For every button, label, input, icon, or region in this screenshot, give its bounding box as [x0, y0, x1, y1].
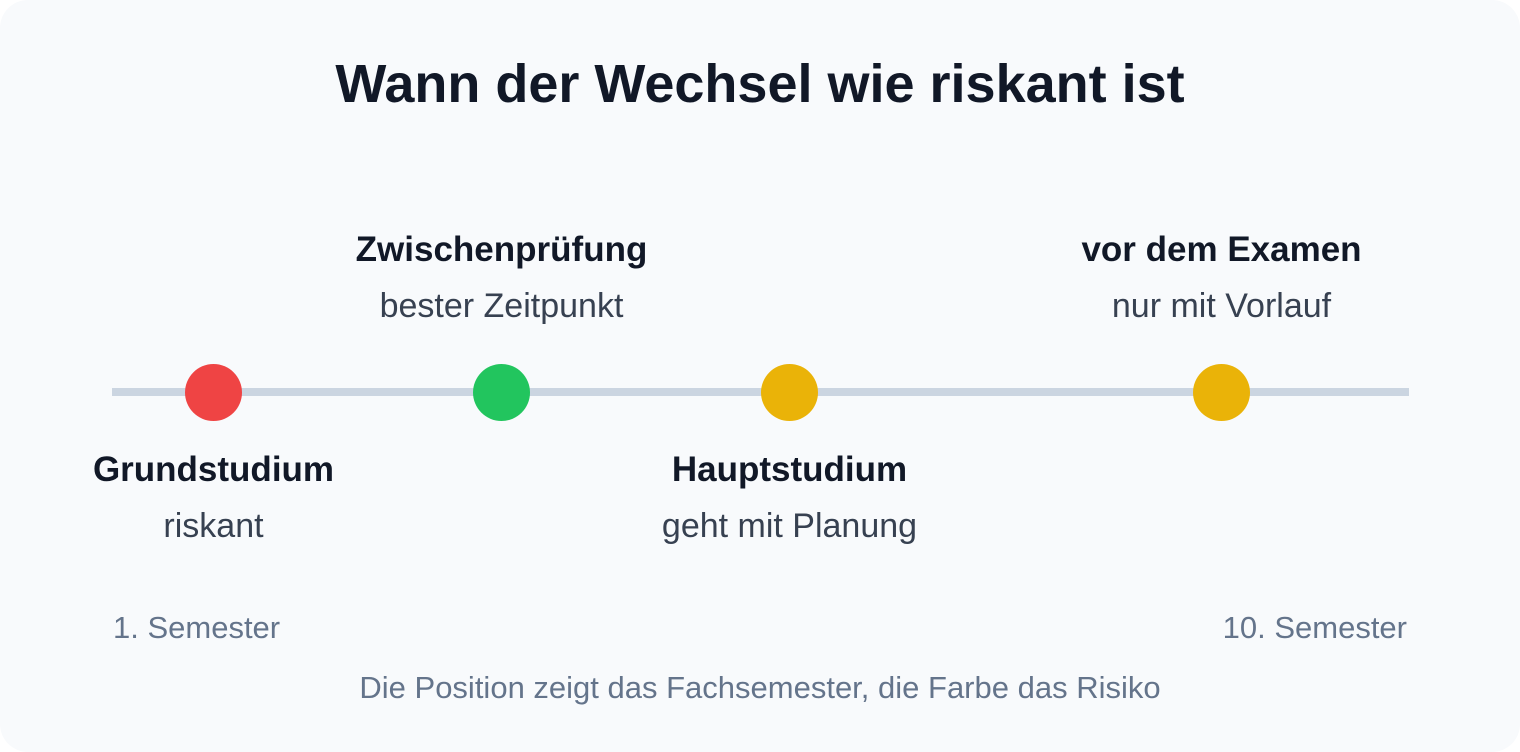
phase-name: Grundstudium	[92, 450, 335, 489]
phase-label-2: Zwischenprüfung bester Zeitpunkt	[292, 230, 712, 326]
phase-note: riskant	[163, 507, 264, 545]
axis-end-label: 10. Semester	[1222, 610, 1407, 645]
phase-name: Zwischenprüfung	[355, 230, 648, 269]
phase-marker-3	[761, 363, 818, 421]
diagram-footnote: Die Position zeigt das Fachsemester, die…	[359, 670, 1161, 705]
phase-note: bester Zeitpunkt	[379, 287, 624, 325]
timeline-track	[112, 388, 1409, 396]
phase-marker-1	[185, 363, 242, 421]
phase-label-4: vor dem Examen nur mit Vorlauf	[1012, 230, 1432, 326]
phase-name: vor dem Examen	[1081, 230, 1362, 269]
phase-note: geht mit Planung	[661, 507, 918, 545]
phase-marker-4	[1193, 363, 1250, 421]
phase-name: Hauptstudium	[671, 450, 908, 489]
phase-label-1: Grundstudium riskant	[4, 450, 424, 546]
phase-label-3: Hauptstudium geht mit Planung	[580, 450, 1000, 546]
phase-note: nur mit Vorlauf	[1111, 287, 1332, 325]
diagram-title: Wann der Wechsel wie riskant ist	[335, 54, 1185, 114]
phase-marker-2	[473, 363, 530, 421]
axis-start-label: 1. Semester	[113, 610, 281, 645]
